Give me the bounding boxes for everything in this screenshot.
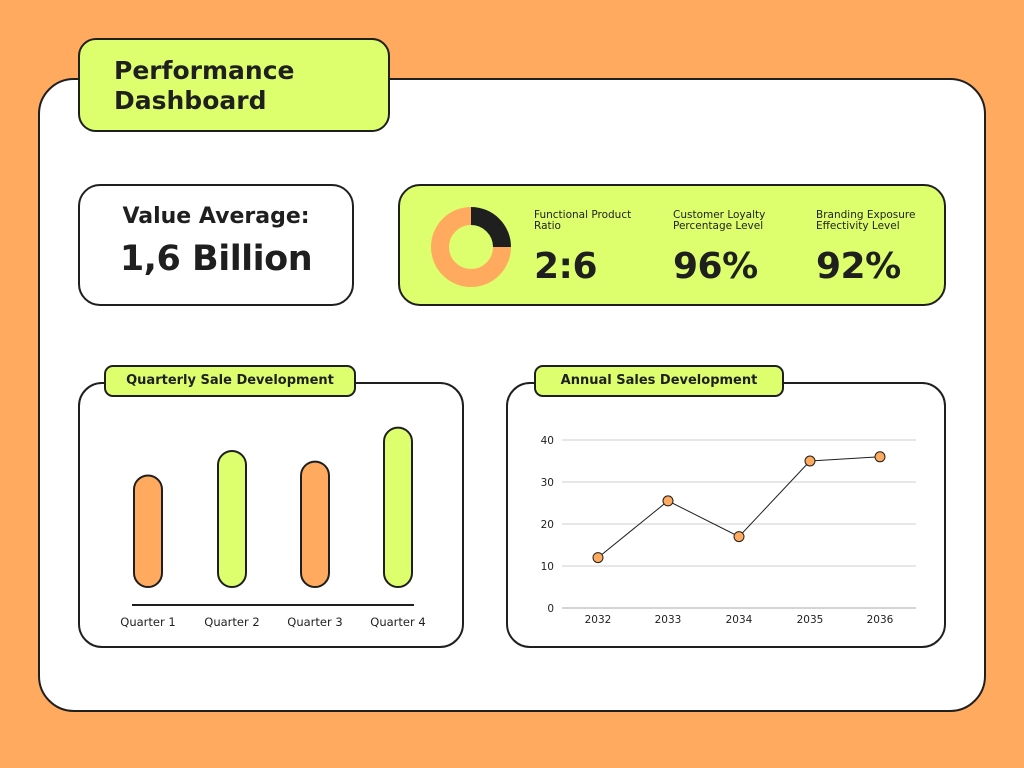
y-tick-label: 10	[541, 561, 554, 573]
annual-line-chart: 0 10 20 30 40 2032 2033 2034 2035 2036	[541, 435, 916, 626]
annual-chart-title: Annual Sales Development	[534, 365, 784, 397]
y-tick-label: 20	[541, 519, 554, 531]
x-tick-label: 2032	[585, 614, 612, 626]
quarterly-panel: Quarter 1 Quarter 2 Quarter 3 Quarter 4	[78, 382, 464, 648]
data-point-2034	[733, 531, 745, 543]
data-point-2036	[874, 451, 886, 463]
bar-quarter-2	[217, 450, 247, 588]
value-average-label: Value Average:	[122, 204, 310, 229]
bar-quarter-1	[133, 474, 163, 588]
data-point-2035	[804, 455, 816, 467]
kpi-value: 2:6	[534, 246, 598, 287]
page-title: Performance Dashboard	[114, 56, 295, 115]
y-tick-label: 40	[541, 435, 554, 447]
kpi-functional-ratio: Functional Product Ratio 2:6	[534, 209, 654, 288]
kpi-branding-exposure: Branding Exposure Effectivity Level 92%	[816, 209, 936, 288]
kpi-label: Customer Loyalty Percentage Level	[673, 209, 766, 232]
quarterly-chart-title: Quarterly Sale Development	[104, 365, 356, 397]
x-tick-label: Quarter 3	[287, 615, 342, 629]
quarterly-bar-chart: Quarter 1 Quarter 2 Quarter 3 Quarter 4	[120, 426, 426, 629]
kpi-box: Functional Product Ratio 2:6 Customer Lo…	[398, 184, 946, 306]
x-tick-label: Quarter 2	[204, 615, 259, 629]
kpi-value: 92%	[816, 246, 901, 287]
title-tab: Performance Dashboard	[78, 38, 390, 132]
bar-quarter-4	[383, 426, 413, 588]
x-tick-label: 2036	[867, 614, 894, 626]
y-tick-label: 30	[541, 477, 554, 489]
bar-quarter-3	[300, 460, 330, 588]
series-line	[597, 456, 881, 558]
value-average-box: Value Average: 1,6 Billion	[78, 184, 354, 306]
data-point-2033	[662, 495, 674, 507]
value-average-value: 1,6 Billion	[119, 239, 313, 279]
x-tick-label: Quarter 1	[120, 615, 175, 629]
kpi-customer-loyalty: Customer Loyalty Percentage Level 96%	[673, 209, 793, 288]
x-tick-label: 2035	[797, 614, 824, 626]
donut-slice-orange	[431, 207, 511, 287]
x-tick-label: 2034	[726, 614, 753, 626]
kpi-value: 96%	[673, 246, 758, 287]
x-tick-label: 2033	[655, 614, 682, 626]
ratio-donut-chart	[431, 207, 511, 287]
data-point-2032	[592, 552, 604, 564]
y-tick-label: 0	[547, 603, 554, 615]
annual-panel: 0 10 20 30 40 2032 2033 2034 2035 2036	[506, 382, 946, 648]
kpi-label: Functional Product Ratio	[534, 209, 632, 232]
kpi-label: Branding Exposure Effectivity Level	[816, 209, 916, 232]
x-tick-label: Quarter 4	[370, 615, 425, 629]
